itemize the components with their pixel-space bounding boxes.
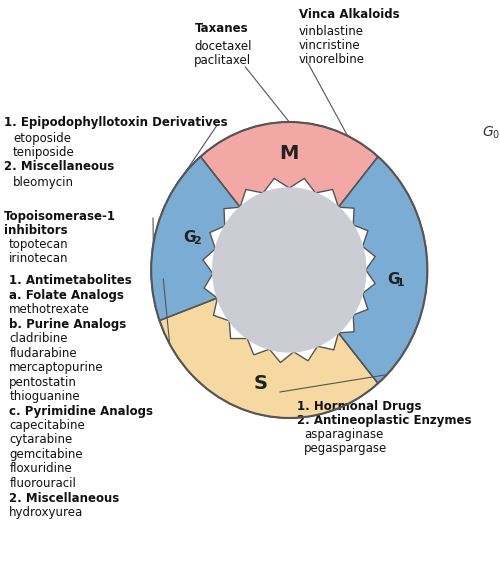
Text: 1: 1 [398,278,405,288]
Text: 2. Miscellaneous: 2. Miscellaneous [4,160,114,173]
Text: cytarabine: cytarabine [10,433,72,446]
Text: gemcitabine: gemcitabine [10,448,83,461]
Polygon shape [200,122,378,207]
Text: 2: 2 [193,236,201,245]
Text: thioguanine: thioguanine [10,390,80,403]
Text: hydroxyurea: hydroxyurea [10,506,84,519]
Text: fludarabine: fludarabine [10,346,77,360]
Text: c. Pyrimidine Analogs: c. Pyrimidine Analogs [10,404,154,417]
Text: vincristine: vincristine [298,39,360,52]
Text: G: G [183,229,196,245]
Text: cladribine: cladribine [10,332,68,345]
Circle shape [151,122,427,418]
Text: fluorouracil: fluorouracil [10,477,76,490]
Text: Taxanes: Taxanes [196,22,249,35]
Text: 2. Antineoplastic Enzymes: 2. Antineoplastic Enzymes [296,414,471,427]
Text: asparaginase: asparaginase [304,428,384,441]
Text: vinorelbine: vinorelbine [298,53,364,66]
Text: M: M [280,144,299,162]
Text: pegaspargase: pegaspargase [304,442,388,455]
Text: 1. Antimetabolites: 1. Antimetabolites [10,274,132,287]
Text: 2. Miscellaneous: 2. Miscellaneous [10,491,120,504]
Text: methotrexate: methotrexate [10,303,90,316]
Text: vinblastine: vinblastine [298,25,364,38]
Text: inhibitors: inhibitors [4,224,68,237]
Text: 1. Epipodophyllotoxin Derivatives: 1. Epipodophyllotoxin Derivatives [4,116,228,129]
Text: a. Folate Analogs: a. Folate Analogs [10,289,124,302]
Text: topotecan: topotecan [8,238,68,251]
Text: Topoisomerase-1: Topoisomerase-1 [4,210,116,223]
Text: bleomycin: bleomycin [13,176,74,189]
Polygon shape [338,157,428,383]
Text: teniposide: teniposide [13,146,75,159]
Text: mercaptopurine: mercaptopurine [10,361,104,374]
Text: Vinca Alkaloids: Vinca Alkaloids [298,8,399,21]
Text: capecitabine: capecitabine [10,419,85,432]
Text: 1. Hormonal Drugs: 1. Hormonal Drugs [296,400,421,413]
Text: b. Purine Analogs: b. Purine Analogs [10,318,126,331]
Text: etoposide: etoposide [13,132,71,145]
Circle shape [212,188,366,352]
Text: S: S [254,374,268,392]
Text: pentostatin: pentostatin [10,375,77,389]
Text: floxuridine: floxuridine [10,462,72,475]
Polygon shape [151,157,240,320]
Text: docetaxel: docetaxel [194,40,252,53]
Text: $G_0$: $G_0$ [482,124,500,141]
Text: G: G [387,272,400,287]
Text: irinotecan: irinotecan [8,252,68,265]
Polygon shape [160,298,378,418]
Text: paclitaxel: paclitaxel [194,54,251,67]
